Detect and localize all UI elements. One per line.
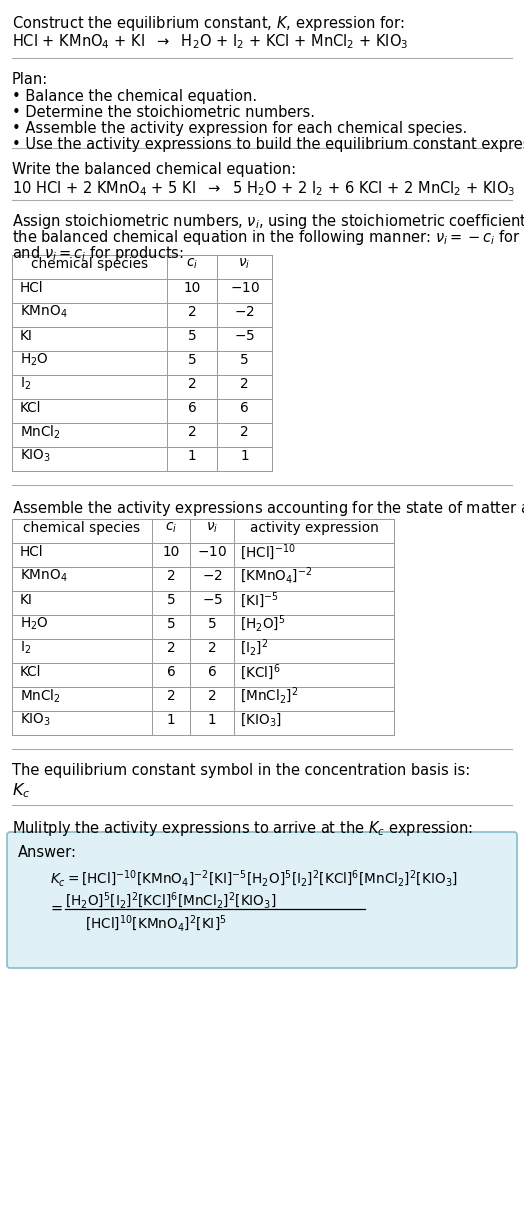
Text: I$_2$: I$_2$	[20, 375, 31, 393]
Text: HCl: HCl	[20, 545, 43, 560]
Text: 5: 5	[240, 354, 249, 367]
Text: Answer:: Answer:	[18, 845, 77, 859]
Text: $\nu_i$: $\nu_i$	[206, 521, 218, 535]
Text: KMnO$_4$: KMnO$_4$	[20, 304, 68, 321]
Text: 5: 5	[188, 329, 196, 343]
Text: KMnO$_4$: KMnO$_4$	[20, 568, 68, 584]
Text: chemical species: chemical species	[24, 521, 140, 535]
Text: $-$10: $-$10	[230, 282, 259, 295]
Text: $-$5: $-$5	[234, 329, 255, 343]
Text: 6: 6	[208, 666, 216, 679]
Text: The equilibrium constant symbol in the concentration basis is:: The equilibrium constant symbol in the c…	[12, 763, 470, 778]
Text: HCl: HCl	[20, 282, 43, 295]
Text: KI: KI	[20, 592, 33, 607]
Text: 1: 1	[167, 713, 176, 727]
Text: KCl: KCl	[20, 666, 41, 679]
Text: 2: 2	[188, 305, 196, 319]
Text: 1: 1	[208, 713, 216, 727]
Text: Assign stoichiometric numbers, $\nu_i$, using the stoichiometric coefficients, $: Assign stoichiometric numbers, $\nu_i$, …	[12, 212, 524, 230]
FancyBboxPatch shape	[7, 833, 517, 968]
Text: Plan:: Plan:	[12, 72, 48, 87]
Text: MnCl$_2$: MnCl$_2$	[20, 423, 61, 441]
Text: 6: 6	[240, 401, 249, 414]
Text: Mulitply the activity expressions to arrive at the $K_c$ expression:: Mulitply the activity expressions to arr…	[12, 819, 473, 837]
Text: Assemble the activity expressions accounting for the state of matter and $\nu_i$: Assemble the activity expressions accoun…	[12, 499, 524, 518]
Text: 10: 10	[162, 545, 180, 560]
Text: • Use the activity expressions to build the equilibrium constant expression.: • Use the activity expressions to build …	[12, 137, 524, 152]
Text: $[\mathrm{KI}]^{-5}$: $[\mathrm{KI}]^{-5}$	[240, 590, 279, 610]
Text: $\nu_i$: $\nu_i$	[238, 257, 250, 271]
Text: • Assemble the activity expression for each chemical species.: • Assemble the activity expression for e…	[12, 121, 467, 137]
Text: H$_2$O: H$_2$O	[20, 616, 49, 633]
Text: 6: 6	[188, 401, 196, 414]
Text: • Balance the chemical equation.: • Balance the chemical equation.	[12, 89, 257, 104]
Text: 6: 6	[167, 666, 176, 679]
Text: $=$: $=$	[48, 900, 63, 914]
Text: chemical species: chemical species	[31, 257, 148, 271]
Text: $[\mathrm{KMnO_4}]^{-2}$: $[\mathrm{KMnO_4}]^{-2}$	[240, 566, 312, 586]
Text: 2: 2	[188, 377, 196, 391]
Text: $-$5: $-$5	[202, 592, 223, 607]
Text: • Determine the stoichiometric numbers.: • Determine the stoichiometric numbers.	[12, 105, 315, 119]
Text: 2: 2	[208, 689, 216, 703]
Text: 5: 5	[167, 592, 176, 607]
Text: KIO$_3$: KIO$_3$	[20, 712, 51, 728]
Text: activity expression: activity expression	[249, 521, 378, 535]
Text: 1: 1	[188, 449, 196, 463]
Text: 10 HCl + 2 KMnO$_4$ + 5 KI  $\rightarrow$  5 H$_2$O + 2 I$_2$ + 6 KCl + 2 MnCl$_: 10 HCl + 2 KMnO$_4$ + 5 KI $\rightarrow$…	[12, 179, 516, 197]
Text: $c_i$: $c_i$	[186, 257, 198, 271]
Text: $[\mathrm{I_2}]^2$: $[\mathrm{I_2}]^2$	[240, 638, 268, 658]
Text: $[\mathrm{H_2O}]^5[\mathrm{I_2}]^2[\mathrm{KCl}]^6[\mathrm{MnCl_2}]^2[\mathrm{KI: $[\mathrm{H_2O}]^5[\mathrm{I_2}]^2[\math…	[65, 891, 277, 912]
Text: $[\mathrm{KIO_3}]$: $[\mathrm{KIO_3}]$	[240, 712, 282, 729]
Text: $[\mathrm{KCl}]^6$: $[\mathrm{KCl}]^6$	[240, 662, 280, 681]
Text: $-$10: $-$10	[197, 545, 227, 560]
Text: 1: 1	[240, 449, 249, 463]
Text: $c_i$: $c_i$	[165, 521, 177, 535]
Text: 2: 2	[208, 641, 216, 655]
Text: I$_2$: I$_2$	[20, 640, 31, 656]
Text: HCl + KMnO$_4$ + KI  $\rightarrow$  H$_2$O + I$_2$ + KCl + MnCl$_2$ + KIO$_3$: HCl + KMnO$_4$ + KI $\rightarrow$ H$_2$O…	[12, 32, 409, 51]
Text: 2: 2	[167, 641, 176, 655]
Text: KI: KI	[20, 329, 33, 343]
Text: MnCl$_2$: MnCl$_2$	[20, 688, 61, 705]
Text: 2: 2	[188, 425, 196, 439]
Text: and $\nu_i = c_i$ for products:: and $\nu_i = c_i$ for products:	[12, 244, 184, 263]
Text: 5: 5	[167, 617, 176, 631]
Text: the balanced chemical equation in the following manner: $\nu_i = -c_i$ for react: the balanced chemical equation in the fo…	[12, 228, 524, 247]
Text: $[\mathrm{H_2O}]^5$: $[\mathrm{H_2O}]^5$	[240, 614, 286, 634]
Text: $K_c = [\mathrm{HCl}]^{-10}[\mathrm{KMnO_4}]^{-2}[\mathrm{KI}]^{-5}[\mathrm{H_2O: $K_c = [\mathrm{HCl}]^{-10}[\mathrm{KMnO…	[50, 869, 457, 890]
Text: Construct the equilibrium constant, $K$, expression for:: Construct the equilibrium constant, $K$,…	[12, 13, 405, 33]
Text: KCl: KCl	[20, 401, 41, 414]
Text: 2: 2	[240, 377, 249, 391]
Text: $K_c$: $K_c$	[12, 781, 30, 800]
Text: $[\mathrm{HCl}]^{-10}$: $[\mathrm{HCl}]^{-10}$	[240, 542, 296, 562]
Text: 2: 2	[167, 569, 176, 583]
Text: 2: 2	[240, 425, 249, 439]
Text: 2: 2	[167, 689, 176, 703]
Text: 5: 5	[208, 617, 216, 631]
Text: $[\mathrm{HCl}]^{10}[\mathrm{KMnO_4}]^2[\mathrm{KI}]^5$: $[\mathrm{HCl}]^{10}[\mathrm{KMnO_4}]^2[…	[85, 914, 226, 935]
Text: Write the balanced chemical equation:: Write the balanced chemical equation:	[12, 162, 296, 177]
Text: 10: 10	[183, 282, 201, 295]
Text: $-$2: $-$2	[234, 305, 255, 319]
Text: $-$2: $-$2	[202, 569, 222, 583]
Text: $[\mathrm{MnCl_2}]^2$: $[\mathrm{MnCl_2}]^2$	[240, 686, 298, 706]
Text: KIO$_3$: KIO$_3$	[20, 447, 51, 464]
Text: H$_2$O: H$_2$O	[20, 352, 49, 368]
Text: 5: 5	[188, 354, 196, 367]
